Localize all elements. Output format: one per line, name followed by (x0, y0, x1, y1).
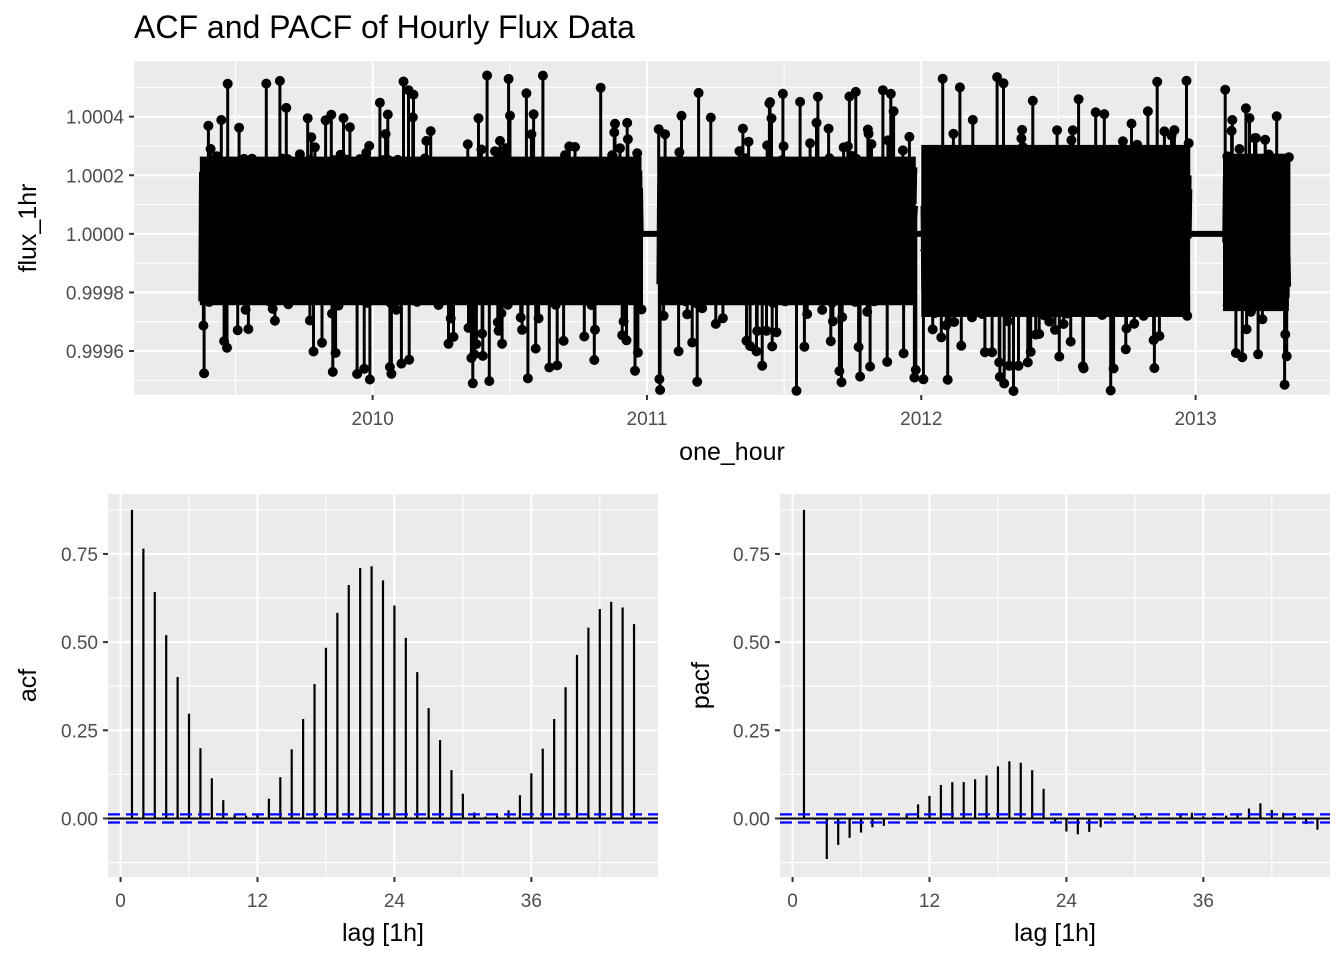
y-tick-label: 0.75 (733, 545, 770, 566)
y-axis-title: acf (14, 669, 42, 702)
y-tick-label: 0.9998 (66, 283, 124, 304)
y-tick-label: 0.9996 (66, 342, 124, 363)
flux-line (656, 90, 918, 391)
y-tick-label: 0.75 (61, 545, 98, 566)
x-tick-label: 24 (1056, 891, 1078, 912)
panel-background (780, 494, 1330, 877)
x-tick-label: 2010 (352, 409, 394, 430)
y-tick-label: 0.00 (61, 809, 98, 830)
x-tick-label: 24 (384, 891, 406, 912)
y-axis-title: flux_1hr (14, 184, 42, 273)
x-tick-label: 36 (1193, 891, 1214, 912)
flux-segment (653, 85, 922, 396)
x-tick-label: 2013 (1174, 409, 1216, 430)
x-tick-label: 0 (115, 891, 126, 912)
acf-panel: 0.00 0.25 0.50 0.75 0 12 24 36 lag [1h] acf (14, 494, 658, 947)
y-tick-label: 0.25 (61, 721, 98, 742)
flux-segment (1220, 84, 1294, 390)
x-tick-label: 12 (247, 891, 268, 912)
y-axis-title: pacf (687, 662, 715, 709)
chart-title: ACF and PACF of Hourly Flux Data (134, 9, 635, 45)
x-tick-label: 0 (787, 891, 798, 912)
x-axis-title: lag [1h] (1014, 919, 1096, 947)
y-tick-label: 1.0004 (66, 108, 125, 129)
y-tick-label: 1.0000 (66, 225, 124, 246)
x-axis-title: one_hour (679, 438, 785, 466)
flux-points (1220, 84, 1294, 390)
flux-line (198, 75, 644, 384)
x-tick-label: 36 (521, 891, 542, 912)
flux-line (919, 77, 1193, 391)
pacf-panel: 0.00 0.25 0.50 0.75 0 12 24 36 lag [1h] pacf (687, 494, 1330, 947)
flux-series (198, 70, 1294, 397)
y-tick-label: 1.0002 (66, 166, 124, 187)
flux-segment (918, 72, 1224, 397)
flux-points (918, 72, 1194, 397)
y-tick-label: 0.25 (733, 721, 770, 742)
x-axis-title: lag [1h] (342, 919, 424, 947)
y-tick-label: 0.50 (61, 633, 98, 654)
flux-line (1222, 89, 1292, 385)
x-tick-label: 2012 (900, 409, 942, 430)
y-tick-label: 0.50 (733, 633, 770, 654)
x-tick-label: 12 (919, 891, 940, 912)
y-tick-label: 0.00 (733, 809, 770, 830)
flux-points (653, 85, 921, 396)
x-tick-label: 2011 (627, 409, 668, 430)
flux-segment (198, 70, 658, 389)
flux-time-series-panel: 0.9996 0.9998 1.0000 1.0002 1.0004 2010 2011 20… (14, 61, 1330, 466)
